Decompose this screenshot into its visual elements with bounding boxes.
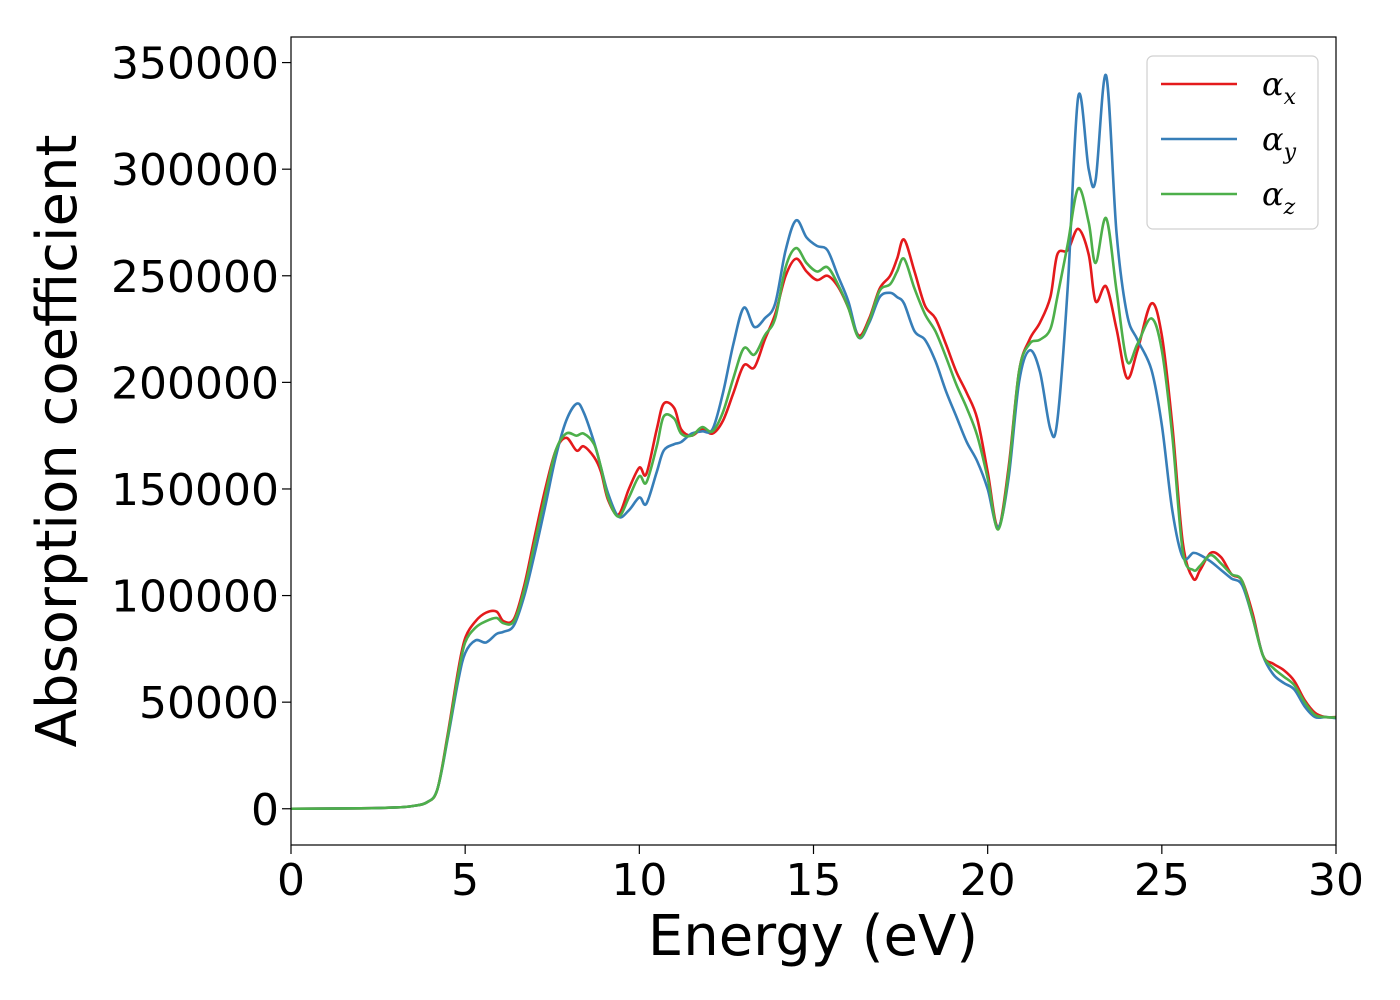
y-tick-label: 0 [251, 785, 279, 836]
legend-box [1146, 55, 1319, 230]
legend-label-x: αx [1262, 65, 1297, 110]
x-tick-label: 15 [786, 855, 842, 906]
y-tick-label: 350000 [111, 39, 279, 90]
y-axis-label: Absorption coefficient [25, 135, 90, 748]
legend: αx αy αz [1146, 55, 1319, 230]
x-axis: 0 5 10 15 20 25 30 [277, 845, 1364, 906]
x-tick-label: 0 [277, 855, 305, 906]
x-tick-label: 20 [960, 855, 1016, 906]
series-layer [290, 73, 1337, 811]
x-tick-label: 5 [451, 855, 479, 906]
y-tick-label: 100000 [111, 572, 279, 623]
y-tick-label: 50000 [139, 678, 279, 729]
legend-label-y: αy [1262, 120, 1297, 165]
series-line-z [290, 187, 1337, 811]
x-axis-label: Energy (eV) [648, 904, 978, 969]
y-tick-label: 150000 [111, 465, 279, 516]
legend-label-z: αz [1262, 175, 1296, 220]
x-tick-label: 30 [1308, 855, 1364, 906]
y-tick-label: 300000 [111, 145, 279, 196]
y-tick-label: 200000 [111, 358, 279, 409]
y-tick-label: 250000 [111, 252, 279, 303]
y-axis: 0 50000 100000 150000 200000 250000 300000 3500… [111, 39, 291, 836]
x-tick-label: 10 [611, 855, 667, 906]
x-tick-label: 25 [1134, 855, 1190, 906]
